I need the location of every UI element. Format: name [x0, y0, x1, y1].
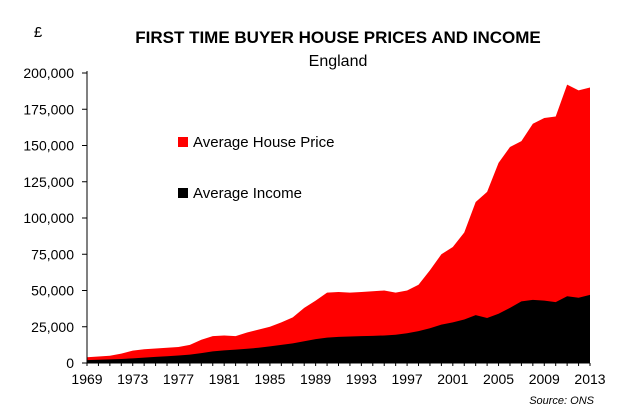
x-tick-label: 1989 [300, 371, 331, 387]
y-tick-label: 100,000 [23, 210, 74, 226]
x-axis-ticks: 1969 1973 1977 1981 1985 1989 1993 1997 2001 2005… [71, 363, 606, 387]
y-tick-label: 175,000 [23, 101, 74, 117]
x-tick-label: 1977 [163, 371, 194, 387]
legend: Average House Price Average Income [178, 134, 334, 202]
legend-swatch-income [178, 188, 188, 198]
x-tick-label: 1973 [117, 371, 148, 387]
y-tick-label: 50,000 [31, 283, 74, 299]
y-tick-label: 125,000 [23, 174, 74, 190]
plot-areas [87, 84, 590, 363]
area-average-income [87, 294, 590, 363]
legend-label-income: Average Income [193, 185, 302, 202]
x-tick-label: 1969 [71, 371, 102, 387]
x-tick-label: 1985 [254, 371, 285, 387]
x-tick-label: 1997 [392, 371, 423, 387]
chart-title: FIRST TIME BUYER HOUSE PRICES AND INCOME [135, 28, 541, 47]
x-tick-label: 2005 [483, 371, 514, 387]
y-axis-ticks: 0 25,000 50,000 75,000 100,000 125,000 150,000… [23, 65, 87, 371]
y-tick-label: 150,000 [23, 138, 74, 154]
y-tick-label: 200,000 [23, 65, 74, 81]
legend-swatch-house-price [178, 137, 188, 147]
y-tick-label: 25,000 [31, 319, 74, 335]
x-tick-label: 1993 [346, 371, 377, 387]
x-tick-label: 2013 [574, 371, 605, 387]
y-tick-label: 0 [66, 355, 74, 371]
chart-subtitle: England [309, 53, 368, 70]
y-axis-unit: £ [34, 24, 43, 41]
x-tick-label: 1981 [209, 371, 240, 387]
x-tick-label: 2001 [437, 371, 468, 387]
area-average-house-price [87, 84, 590, 363]
x-tick-label: 2009 [529, 371, 560, 387]
legend-label-house-price: Average House Price [193, 134, 334, 151]
y-tick-label: 75,000 [31, 246, 74, 262]
source-note: Source: ONS [529, 395, 594, 407]
